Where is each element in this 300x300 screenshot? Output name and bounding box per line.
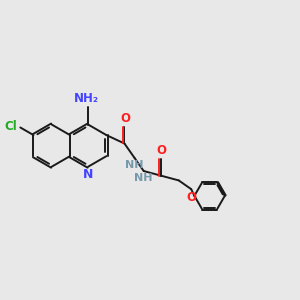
Text: NH: NH: [134, 173, 153, 183]
Text: N: N: [83, 168, 93, 181]
Text: O: O: [157, 144, 167, 157]
Text: Cl: Cl: [5, 120, 17, 134]
Text: O: O: [187, 191, 196, 204]
Text: O: O: [120, 112, 130, 125]
Text: NH: NH: [125, 160, 144, 170]
Text: NH₂: NH₂: [74, 92, 99, 105]
